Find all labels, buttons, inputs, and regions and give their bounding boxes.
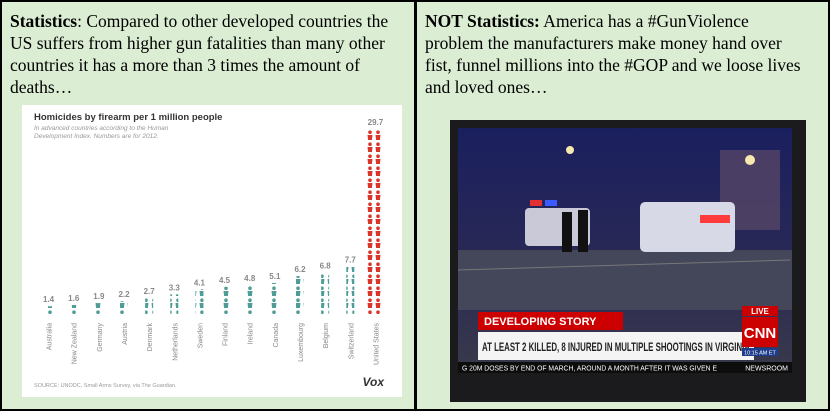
tv-time: 10:15 AM ET (744, 351, 776, 357)
x-tick-label: Switzerland (348, 323, 355, 359)
pictograph-column (145, 298, 154, 315)
tv-segment: NEWSROOM (745, 366, 788, 373)
x-tick-label: Sweden (197, 323, 204, 348)
pictograph-column (44, 306, 53, 315)
tv-network: CNN (744, 325, 777, 342)
value-label: 1.4 (43, 295, 55, 304)
value-label: 2.2 (118, 290, 130, 299)
caption-label: Statistics (10, 11, 78, 31)
value-label: 1.9 (93, 292, 105, 301)
pictograph-column (69, 304, 78, 315)
x-tick-label: Germany (97, 323, 104, 352)
road-line (457, 259, 791, 271)
value-label: 4.5 (219, 276, 231, 285)
officer (562, 212, 572, 252)
tv-headline: AT LEAST 2 KILLED, 8 INJURED IN MULTIPLE… (482, 342, 750, 354)
pictograph-column (170, 294, 179, 315)
headline-box (478, 332, 754, 360)
x-tick-label: Belgium (323, 323, 330, 348)
value-label: 6.8 (320, 261, 332, 270)
chart-background (22, 105, 402, 397)
pictograph-column (195, 289, 204, 315)
x-tick-label: Luxembourg (298, 323, 305, 362)
tv-ticker: G 20M DOSES BY END OF MARCH, AROUND A MO… (462, 366, 717, 373)
right-caption: NOT Statistics: America has a #GunViolen… (425, 10, 810, 98)
value-label: 4.8 (244, 274, 256, 283)
value-label: 2.7 (144, 287, 156, 296)
officer (578, 210, 588, 252)
caption-text: America has a #GunViolence problem the m… (425, 11, 801, 97)
siren (530, 200, 542, 206)
pictograph-column (346, 266, 355, 315)
value-label: 4.1 (194, 278, 206, 287)
x-tick-label: New Zealand (72, 323, 79, 364)
x-tick-label: Australia (47, 323, 54, 350)
streetlight (745, 155, 755, 165)
pictograph-column (375, 128, 384, 315)
police-car (525, 208, 590, 246)
x-tick-label: United States (373, 323, 380, 366)
police-car (640, 202, 735, 252)
value-label: 3.3 (169, 283, 181, 292)
pictograph-column (220, 286, 229, 315)
pictograph-column (120, 301, 128, 315)
logo-box (742, 317, 778, 347)
pictograph-column (245, 284, 254, 315)
value-label: 5.1 (269, 272, 281, 281)
pictograph-column (270, 283, 279, 315)
left-caption: Statistics: Compared to other developed … (10, 10, 410, 98)
chart-title: Homicides by firearm per 1 million peopl… (34, 112, 222, 123)
pictograph-column (296, 276, 304, 315)
pictograph-column (94, 303, 103, 315)
banner-box (478, 312, 623, 330)
x-tick-label: Netherlands (172, 323, 179, 361)
tv-photo: DEVELOPING STORY AT LEAST 2 KILLED, 8 IN… (450, 120, 806, 402)
value-label: 29.7 (368, 118, 384, 127)
x-tick-label: Finland (223, 323, 230, 346)
tv-live: LIVE (751, 307, 769, 316)
x-tick-label: Canada (273, 323, 280, 348)
x-tick-label: Denmark (147, 323, 154, 352)
divider (414, 2, 417, 409)
caption-label: NOT Statistics: (425, 11, 540, 31)
x-tick-label: Ireland (248, 323, 255, 345)
live-box (742, 306, 778, 316)
time-box (742, 348, 778, 356)
taillight (700, 215, 730, 223)
ticker-box (458, 362, 792, 373)
chart-source: SOURCE: UNODC, Small Arms Survey, via Th… (34, 383, 177, 389)
value-label: 6.2 (294, 265, 306, 274)
siren (545, 200, 557, 206)
chart-subtitle: In advanced countries according to the H… (34, 125, 169, 140)
road (458, 250, 792, 310)
x-tick-label: Austria (122, 323, 129, 345)
caption-text: : Compared to other developed countries … (10, 11, 389, 97)
value-label: 7.7 (345, 256, 357, 265)
tv-banner: DEVELOPING STORY (484, 316, 597, 328)
pictograph-column (366, 128, 375, 315)
streetlight (566, 146, 574, 154)
value-label: 1.6 (68, 294, 80, 303)
pictograph-column (321, 272, 330, 315)
chart: Homicides by firearm per 1 million peopl… (22, 105, 402, 397)
chart-logo: Vox (362, 375, 385, 389)
